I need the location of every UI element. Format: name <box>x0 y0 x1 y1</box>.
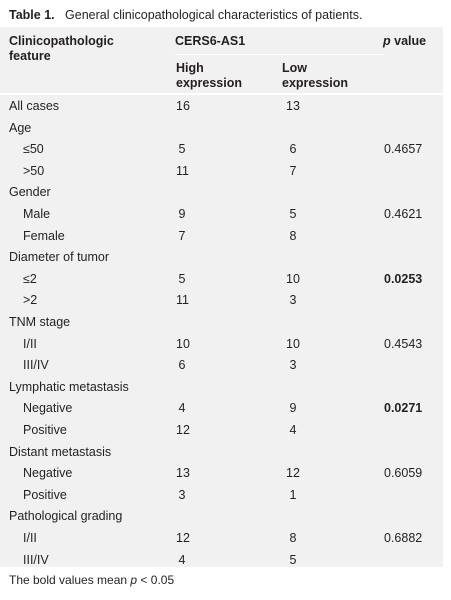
cell-high-expression: 11 <box>176 163 189 178</box>
cell-low-expression: 4 <box>289 423 297 437</box>
cell-p-value: 0.4621 <box>384 207 423 221</box>
row-label: Female <box>23 228 65 243</box>
row-label: III/IV <box>23 552 49 567</box>
table-row: Age <box>0 118 443 140</box>
table-caption-label: Table 1. <box>9 8 55 22</box>
cell-low-expression: 10 <box>286 271 300 286</box>
row-label: Age <box>9 120 32 135</box>
row-label: I/II <box>23 336 37 351</box>
table-caption-text: General clinicopathological characterist… <box>65 8 363 22</box>
cell-low-expression: 1 <box>289 487 297 502</box>
cell-low-expression: 5 <box>289 207 297 221</box>
table-footnote: The bold values mean p < 0.05 <box>9 573 174 588</box>
row-label: Positive <box>23 487 67 502</box>
table-row: All cases 16 13 <box>0 96 443 118</box>
row-label: TNM stage <box>9 315 71 329</box>
row-label: ≤2 <box>23 271 37 286</box>
row-label: I/II <box>23 531 37 545</box>
row-label: Gender <box>9 185 51 200</box>
cell-high-expression: 12 <box>176 423 190 437</box>
cell-high-expression: 5 <box>178 142 186 157</box>
table-row: ≤2 5 10 0.0253 <box>0 269 443 291</box>
table-row: ≤50 5 6 0.4657 <box>0 139 443 161</box>
row-label: Negative <box>23 401 73 416</box>
table-row: Gender <box>0 182 443 204</box>
table-row: Female 7 8 <box>0 226 443 248</box>
cell-high-expression: 5 <box>178 271 186 286</box>
table-row: Positive 12 4 <box>0 420 443 442</box>
cell-high-expression: 9 <box>178 207 186 221</box>
row-label: Pathological grading <box>9 509 123 524</box>
row-label: Diameter of tumor <box>9 250 110 265</box>
characteristics-table: Clinicopathologic feature CERS6-AS1 p va… <box>0 27 443 567</box>
table-row: Pathological grading <box>0 506 443 528</box>
cell-low-expression: 8 <box>289 531 297 545</box>
cell-low-expression: 3 <box>289 293 297 308</box>
cell-p-value: 0.0253 <box>384 271 423 286</box>
cell-p-value: 0.4543 <box>384 336 423 351</box>
header-feature: Clinicopathologic feature <box>9 34 114 63</box>
footnote-after: < 0.05 <box>137 573 175 587</box>
cell-low-expression: 13 <box>286 99 300 113</box>
cell-high-expression: 16 <box>176 99 190 113</box>
row-label: Male <box>23 207 51 221</box>
cell-high-expression: 6 <box>178 358 186 373</box>
row-label: Lymphatic metastasis <box>9 379 129 394</box>
table-row: Distant metastasis <box>0 442 443 464</box>
table-row: I/II 12 8 0.6882 <box>0 528 443 550</box>
table-row: Negative 4 9 0.0271 <box>0 398 443 420</box>
header-cers6-as1: CERS6-AS1 <box>175 34 246 48</box>
header-p-word: value <box>394 34 427 48</box>
table-row: >2 11 3 <box>0 290 443 312</box>
table-row: Diameter of tumor <box>0 247 443 269</box>
row-label: Distant metastasis <box>9 444 112 459</box>
header-p-symbol: p <box>383 34 391 48</box>
header-p-value: p value <box>383 34 426 49</box>
cell-high-expression: 11 <box>176 293 189 308</box>
footnote-p-symbol: p <box>130 573 138 587</box>
cell-p-value: 0.0271 <box>384 401 423 416</box>
cell-high-expression: 7 <box>178 228 186 243</box>
row-label: III/IV <box>23 358 49 373</box>
cell-high-expression: 4 <box>178 401 186 416</box>
cell-low-expression: 6 <box>289 142 297 157</box>
table-row: Negative 13 12 0.6059 <box>0 463 443 485</box>
cell-high-expression: 13 <box>176 466 190 481</box>
cell-low-expression: 3 <box>289 358 297 373</box>
table-row: Positive 3 1 <box>0 485 443 507</box>
cell-high-expression: 10 <box>176 336 190 351</box>
table-row: III/IV 4 5 <box>0 550 443 572</box>
row-label: All cases <box>9 99 60 113</box>
cell-high-expression: 4 <box>178 552 186 567</box>
table-row: III/IV 6 3 <box>0 355 443 377</box>
row-label: Positive <box>23 423 67 437</box>
cell-p-value: 0.6059 <box>384 466 423 481</box>
row-label: >2 <box>23 293 38 308</box>
header-divider <box>0 93 443 95</box>
footnote-before: The bold values mean <box>9 573 131 587</box>
table-row: Lymphatic metastasis <box>0 377 443 399</box>
table-row: TNM stage <box>0 312 443 334</box>
cell-p-value: 0.6882 <box>384 531 423 545</box>
cell-low-expression: 10 <box>286 336 300 351</box>
group-divider <box>175 54 383 55</box>
table-caption: Table 1. General clinicopathological cha… <box>9 7 449 23</box>
row-label: ≤50 <box>23 142 44 157</box>
header-low-expression: Low expression <box>282 61 349 90</box>
row-label: Negative <box>23 466 73 481</box>
cell-low-expression: 12 <box>286 466 300 481</box>
table-row: Male 9 5 0.4621 <box>0 204 443 226</box>
cell-low-expression: 5 <box>289 552 297 567</box>
cell-low-expression: 7 <box>289 163 297 178</box>
table-row: I/II 10 10 0.4543 <box>0 334 443 356</box>
cell-p-value: 0.4657 <box>384 142 423 157</box>
cell-low-expression: 8 <box>289 228 297 243</box>
cell-high-expression: 12 <box>176 531 190 545</box>
table-row: >50 11 7 <box>0 161 443 183</box>
header-high-expression: High expression <box>176 61 243 90</box>
cell-low-expression: 9 <box>289 401 297 416</box>
cell-high-expression: 3 <box>178 487 186 502</box>
row-label: >50 <box>23 163 45 178</box>
